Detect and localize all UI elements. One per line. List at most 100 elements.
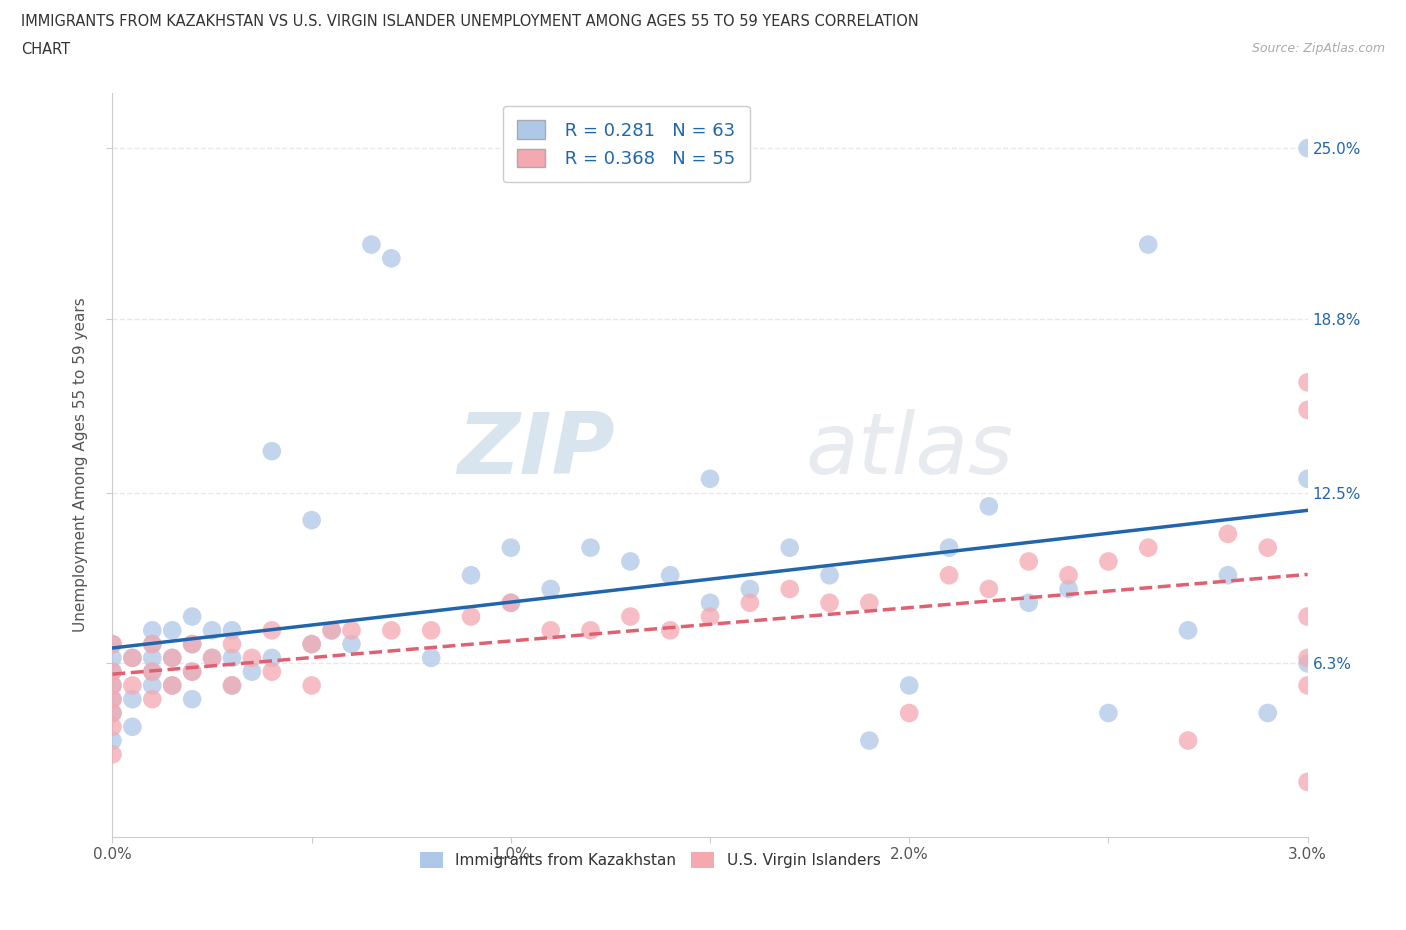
Point <box>260 650 283 665</box>
Point <box>1257 706 1279 721</box>
Point <box>101 664 124 679</box>
Point <box>221 678 243 693</box>
Point <box>1057 581 1080 596</box>
Point <box>141 692 163 707</box>
Point <box>201 650 224 665</box>
Point <box>101 706 124 721</box>
Point <box>1296 656 1319 671</box>
Point <box>101 664 124 679</box>
Point <box>221 637 243 652</box>
Point <box>101 637 124 652</box>
Point <box>162 650 183 665</box>
Point <box>181 664 204 679</box>
Point <box>977 498 1000 513</box>
Point <box>101 692 124 707</box>
Point <box>181 692 204 707</box>
Legend: Immigrants from Kazakhstan, U.S. Virgin Islanders: Immigrants from Kazakhstan, U.S. Virgin … <box>413 845 887 874</box>
Point <box>898 678 921 693</box>
Point <box>779 581 801 596</box>
Text: CHART: CHART <box>21 42 70 57</box>
Point <box>201 623 224 638</box>
Point <box>260 664 283 679</box>
Point <box>181 664 204 679</box>
Point <box>101 719 124 734</box>
Point <box>1177 733 1199 748</box>
Point <box>779 540 801 555</box>
Point <box>121 650 143 665</box>
Point <box>101 747 124 762</box>
Point <box>460 568 482 583</box>
Point <box>738 581 761 596</box>
Point <box>321 623 343 638</box>
Point <box>938 540 960 555</box>
Point <box>162 623 183 638</box>
Point <box>499 540 522 555</box>
Text: IMMIGRANTS FROM KAZAKHSTAN VS U.S. VIRGIN ISLANDER UNEMPLOYMENT AMONG AGES 55 TO: IMMIGRANTS FROM KAZAKHSTAN VS U.S. VIRGI… <box>21 14 920 29</box>
Point <box>659 623 682 638</box>
Point <box>858 595 880 610</box>
Point <box>1296 678 1319 693</box>
Point <box>181 637 204 652</box>
Point <box>1296 140 1319 155</box>
Text: Source: ZipAtlas.com: Source: ZipAtlas.com <box>1251 42 1385 55</box>
Point <box>101 692 124 707</box>
Point <box>420 650 443 665</box>
Point <box>619 554 641 569</box>
Point <box>141 623 163 638</box>
Point <box>1097 706 1119 721</box>
Point <box>699 472 721 486</box>
Point <box>201 650 224 665</box>
Point <box>1296 650 1319 665</box>
Point <box>1296 775 1319 790</box>
Point <box>301 512 323 527</box>
Point <box>499 595 522 610</box>
Point <box>101 733 124 748</box>
Point <box>141 637 163 652</box>
Point <box>1296 609 1319 624</box>
Point <box>340 623 363 638</box>
Point <box>380 251 402 266</box>
Point <box>1137 237 1160 252</box>
Point <box>101 650 124 665</box>
Point <box>181 609 204 624</box>
Point <box>818 568 841 583</box>
Point <box>240 650 263 665</box>
Point <box>221 678 243 693</box>
Point <box>1216 568 1239 583</box>
Point <box>121 650 143 665</box>
Point <box>858 733 880 748</box>
Point <box>340 637 363 652</box>
Point <box>301 678 323 693</box>
Point <box>818 595 841 610</box>
Point <box>1057 568 1080 583</box>
Point <box>141 664 163 679</box>
Point <box>898 706 921 721</box>
Point <box>1018 595 1040 610</box>
Point <box>260 623 283 638</box>
Point <box>162 678 183 693</box>
Point <box>460 609 482 624</box>
Point <box>301 637 323 652</box>
Point <box>240 664 263 679</box>
Point <box>579 623 602 638</box>
Text: atlas: atlas <box>806 408 1014 492</box>
Point <box>162 650 183 665</box>
Text: ZIP: ZIP <box>457 408 614 492</box>
Point <box>1097 554 1119 569</box>
Point <box>121 719 143 734</box>
Point <box>141 650 163 665</box>
Point <box>619 609 641 624</box>
Point <box>499 595 522 610</box>
Point <box>540 623 562 638</box>
Point <box>579 540 602 555</box>
Point <box>1257 540 1279 555</box>
Point <box>380 623 402 638</box>
Point <box>420 623 443 638</box>
Point <box>1296 375 1319 390</box>
Point <box>162 678 183 693</box>
Point <box>101 706 124 721</box>
Point <box>101 678 124 693</box>
Y-axis label: Unemployment Among Ages 55 to 59 years: Unemployment Among Ages 55 to 59 years <box>73 298 89 632</box>
Point <box>738 595 761 610</box>
Point <box>1296 472 1319 486</box>
